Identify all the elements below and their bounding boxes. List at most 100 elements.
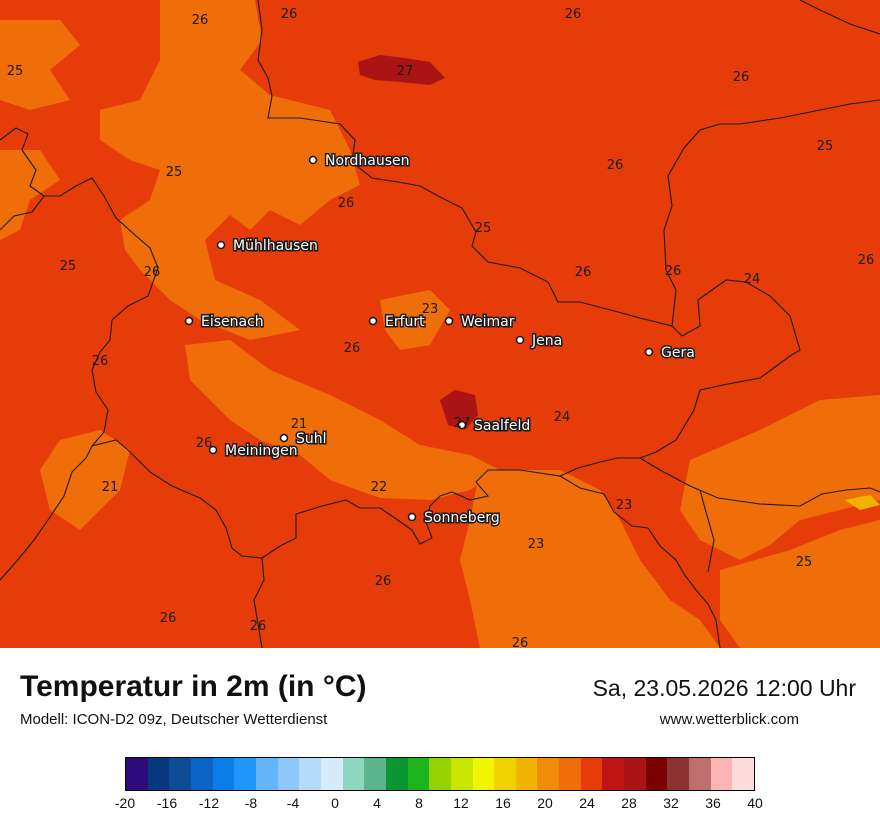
city-sonneberg: Sonneberg	[407, 509, 501, 528]
temperature-value: 27	[454, 416, 471, 431]
scale-tick-label: 32	[663, 795, 679, 811]
color-swatch	[364, 758, 386, 790]
color-swatch	[429, 758, 451, 790]
temperature-map: Nordhausen Mühlhausen Eisenach Erfurt Weimar…	[0, 0, 880, 648]
color-swatch	[385, 758, 408, 790]
temperature-value: 25	[166, 165, 183, 180]
temperature-value: 26	[281, 7, 298, 22]
color-swatch	[169, 758, 191, 790]
temperature-value: 21	[102, 480, 119, 495]
scale-tick-label: 8	[415, 795, 423, 811]
city-jena: Jena	[515, 332, 564, 351]
city-dot	[515, 335, 525, 345]
color-swatch	[689, 758, 711, 790]
scale-tick-label: 20	[537, 795, 553, 811]
hot-spot	[845, 495, 880, 510]
temperature-value: 25	[7, 64, 24, 79]
city-label: Saalfeld	[474, 418, 530, 434]
temperature-value: 23	[528, 537, 545, 552]
temperature-value: 26	[144, 265, 161, 280]
city-dot	[279, 433, 289, 443]
color-swatch	[450, 758, 473, 790]
city-suhl: Suhl	[279, 430, 328, 449]
scale-tick-label: 36	[705, 795, 721, 811]
city-dot	[208, 445, 218, 455]
city-dot	[368, 316, 378, 326]
state-borders	[0, 0, 880, 648]
city-eisenach: Eisenach	[184, 313, 265, 332]
color-swatch	[645, 758, 668, 790]
temperature-value: 25	[796, 555, 813, 570]
color-swatch	[667, 758, 690, 790]
color-swatch	[299, 758, 321, 790]
temperature-zones	[0, 0, 880, 648]
forecast-date: Sa, 23.05.2026 12:00 Uhr	[592, 675, 856, 701]
temperature-value: 23	[422, 302, 439, 317]
color-swatch	[602, 758, 625, 790]
temperature-value: 26	[196, 436, 213, 451]
color-swatch	[710, 758, 733, 790]
map-title: Temperatur in 2m (in °C)	[20, 670, 367, 703]
city-label: Eisenach	[201, 314, 264, 330]
color-swatch	[212, 758, 235, 790]
color-swatch	[255, 758, 278, 790]
color-swatch	[407, 758, 430, 790]
temperature-value: 24	[554, 410, 571, 425]
scale-tick-label: 28	[621, 795, 637, 811]
city-dot	[457, 420, 467, 430]
scale-tick-label: 16	[495, 795, 511, 811]
city-dot	[184, 316, 194, 326]
city-label: Jena	[531, 333, 562, 349]
city-dot	[407, 512, 417, 522]
website-link[interactable]: www.wetterblick.com	[659, 711, 799, 728]
city-label: Mühlhausen	[233, 238, 318, 254]
model-info: Modell: ICON-D2 09z, Deutscher Wetterdie…	[20, 711, 328, 728]
warm-spots	[358, 55, 478, 430]
temperature-value: 25	[60, 259, 77, 274]
temperature-value: 26	[565, 7, 582, 22]
city-dot	[308, 155, 318, 165]
color-swatch	[147, 758, 170, 790]
temperature-value: 21	[291, 417, 308, 432]
scale-tick-label: 24	[579, 795, 595, 811]
city-markers: Nordhausen Mühlhausen Eisenach Erfurt Weimar…	[184, 152, 696, 528]
temperature-value: 26	[250, 619, 267, 634]
temperature-value: 27	[397, 64, 414, 79]
scale-tick-label: 40	[747, 795, 763, 811]
temperature-value: 26	[665, 264, 682, 279]
city-weimar: Weimar	[444, 313, 516, 332]
temperature-value: 25	[817, 139, 834, 154]
color-swatch	[190, 758, 213, 790]
color-swatch	[515, 758, 538, 790]
temperature-value: 26	[733, 70, 750, 85]
color-swatch	[580, 758, 603, 790]
city-label: Meiningen	[225, 443, 298, 459]
map-footer: Temperatur in 2m (in °C) Modell: ICON-D2…	[0, 648, 880, 830]
scale-tick-label: -16	[156, 795, 178, 811]
temperature-value: 25	[475, 221, 492, 236]
color-swatch	[234, 758, 256, 790]
temperature-value: 24	[744, 272, 761, 287]
color-swatch	[732, 758, 755, 790]
temperature-value: 26	[575, 265, 592, 280]
city-dot	[216, 240, 226, 250]
city-label: Nordhausen	[325, 153, 410, 169]
temperature-value: 23	[616, 498, 633, 513]
temperature-value: 26	[344, 341, 361, 356]
city-label: Sonneberg	[424, 510, 500, 526]
scale-tick-label: -4	[286, 795, 300, 811]
city-label: Erfurt	[385, 314, 425, 330]
city-label: Gera	[661, 345, 695, 361]
temperature-value: 26	[160, 611, 177, 626]
color-swatch	[277, 758, 300, 790]
city-dot	[644, 347, 654, 357]
city-nordhausen: Nordhausen	[308, 152, 411, 171]
scale-tick-label: -20	[114, 795, 136, 811]
city-label: Suhl	[296, 431, 327, 447]
color-scale	[125, 757, 755, 791]
temperature-value: 26	[338, 196, 355, 211]
color-swatch	[494, 758, 516, 790]
scale-tick-label: -12	[198, 795, 220, 811]
color-swatch	[342, 758, 365, 790]
temperature-value: 22	[371, 480, 388, 495]
